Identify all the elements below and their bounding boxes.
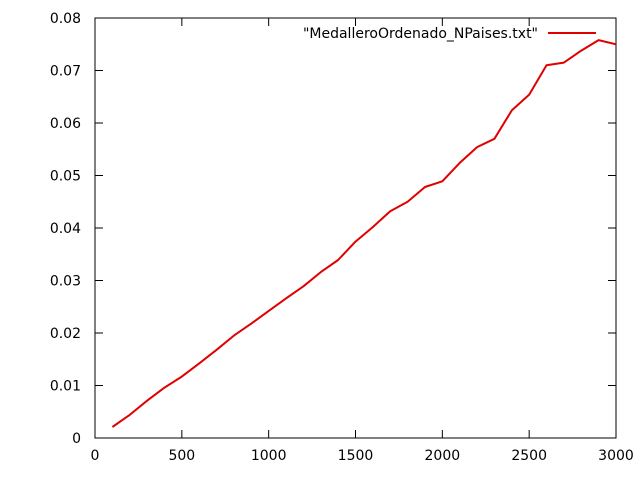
legend: "MedalleroOrdenado_NPaises.txt" bbox=[303, 26, 596, 42]
x-tick-label: 2500 bbox=[511, 448, 547, 464]
legend-label: "MedalleroOrdenado_NPaises.txt" bbox=[303, 26, 538, 42]
axis-tick-labels: 0 500 1000 1500 2000 2500 3000 0 0.01 0.02 0.03 0.0… bbox=[50, 11, 634, 464]
y-tick-label: 0.08 bbox=[50, 11, 81, 27]
y-tick-label: 0.03 bbox=[50, 274, 81, 290]
y-tick-label: 0.06 bbox=[50, 116, 81, 132]
axis-ticks bbox=[94, 17, 617, 439]
x-tick-label: 0 bbox=[91, 448, 100, 464]
y-tick-label: 0 bbox=[72, 431, 81, 447]
x-tick-label: 1500 bbox=[338, 448, 374, 464]
x-tick-label: 500 bbox=[168, 448, 195, 464]
series-group bbox=[111, 39, 617, 428]
series-line bbox=[111, 39, 617, 428]
y-tick-label: 0.01 bbox=[50, 379, 81, 395]
y-tick-label: 0.02 bbox=[50, 326, 81, 342]
x-tick-label: 3000 bbox=[598, 448, 634, 464]
y-tick-label: 0.04 bbox=[50, 221, 81, 237]
x-tick-label: 2000 bbox=[425, 448, 461, 464]
x-tick-label: 1000 bbox=[251, 448, 287, 464]
y-tick-label: 0.05 bbox=[50, 169, 81, 185]
y-tick-label: 0.07 bbox=[50, 64, 81, 80]
